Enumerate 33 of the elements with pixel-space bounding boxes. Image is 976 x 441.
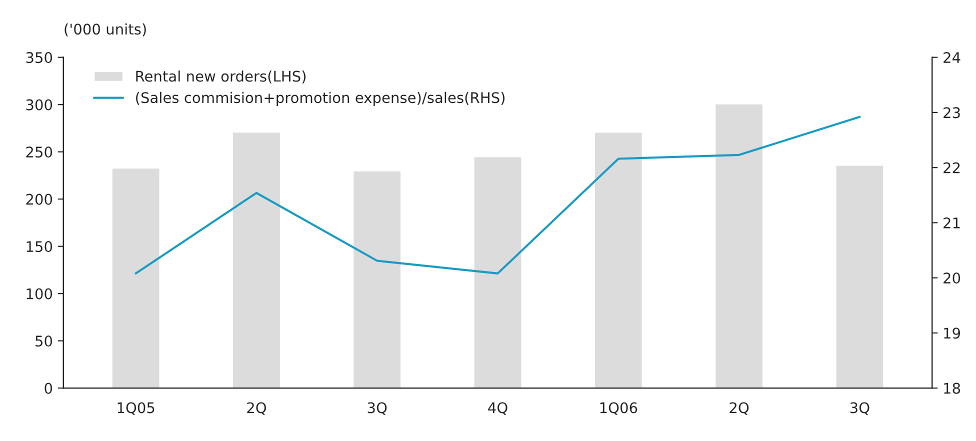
bar (834, 164, 885, 388)
bar (714, 102, 764, 388)
y-tick-label: 0 (44, 382, 52, 394)
y2-tick-label: 22 (944, 162, 960, 174)
y-tick-label: 50 (36, 336, 52, 347)
x-tick-label: 3Q (850, 402, 870, 415)
y2-tick-label: 19 (944, 328, 960, 339)
bar (352, 170, 402, 388)
x-tick-label: 1Q06 (600, 402, 638, 415)
y2-tick-label: 20 (944, 272, 960, 284)
x-tick-label: 1Q05 (118, 402, 154, 415)
y-axis-title: ('000 units) (64, 23, 146, 36)
legend-label: (Sales commision+promotion expense)/sales(RHS) (136, 92, 505, 106)
y2-tick-label: 18 (944, 382, 960, 394)
y2-tick-label: 21 (944, 217, 960, 228)
bar (594, 131, 644, 388)
y-tick-label: 350 (26, 52, 52, 64)
x-tick-label: 4Q (488, 402, 508, 415)
bar (111, 167, 161, 388)
x-tick-label: 2Q (730, 402, 749, 415)
y-tick-label: 250 (26, 146, 52, 158)
x-tick-label: 2Q (247, 402, 266, 415)
y-tick-label: 100 (26, 288, 52, 300)
y-tick-label: 300 (26, 99, 52, 110)
y2-tick-label: 23 (944, 107, 960, 118)
y-tick-label: 200 (26, 194, 52, 205)
bar (232, 131, 282, 388)
bar (472, 156, 523, 388)
legend-label: Rental new orders(LHS) (136, 70, 306, 84)
y2-tick-label: 24 (944, 52, 960, 63)
line-series (134, 116, 861, 274)
x-tick-label: 3Q (368, 402, 387, 415)
y-tick-label: 150 (26, 241, 52, 252)
